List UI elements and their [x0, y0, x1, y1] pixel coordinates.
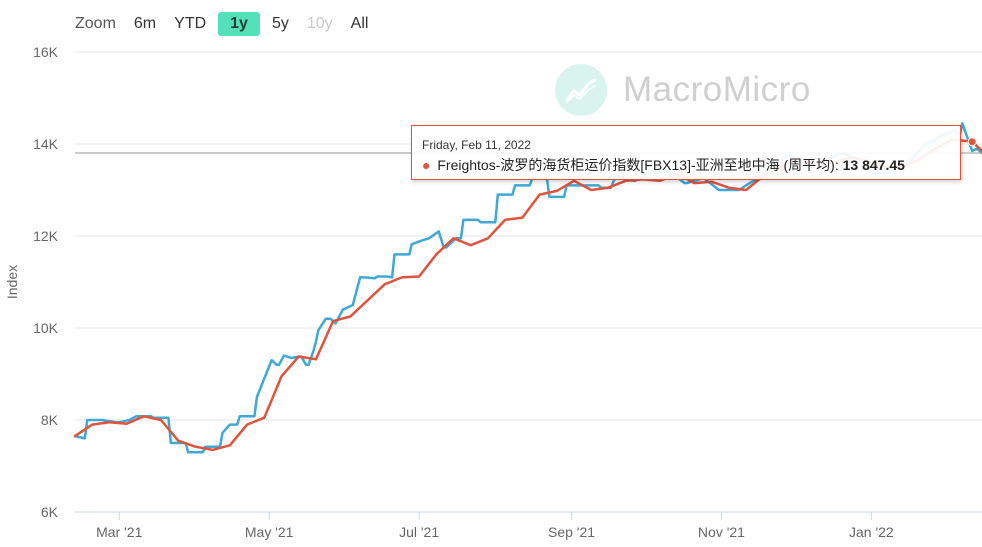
tooltip-value: 13 847.45 [842, 157, 905, 173]
series-marker-icon: ● [422, 157, 431, 173]
x-tick-label: Sep '21 [548, 524, 595, 540]
zoom-label: Zoom [75, 15, 116, 32]
zoom-all-button[interactable]: All [350, 15, 369, 32]
x-tick-label: Nov '21 [698, 524, 745, 540]
zoom-6m-button[interactable]: 6m [133, 15, 157, 32]
zoom-1y-button[interactable]: 1y [218, 12, 260, 36]
y-axis: 6K 8K 10K 12K 14K 16K [33, 44, 59, 520]
zoom-bar: Zoom 6m YTD 1y 5y 10y All [75, 10, 380, 38]
y-tick-label: 12K [33, 228, 59, 244]
y-tick-label: 10K [33, 320, 59, 336]
x-tick-label: Mar '21 [96, 524, 142, 540]
x-axis: Mar '21 May '21 Jul '21 Sep '21 Nov '21 Jan '… [75, 511, 982, 540]
x-tick-label: Jul '21 [399, 524, 439, 540]
tooltip-series-name: Freightos-波罗的海货柜运价指数[FBX13]-亚洲至地中海 (周平均)… [437, 157, 839, 173]
tooltip-date: Friday, Feb 11, 2022 [422, 138, 531, 152]
watermark: MacroMicro [555, 64, 811, 116]
zoom-ytd-button[interactable]: YTD [174, 15, 207, 32]
watermark-text: MacroMicro [623, 70, 811, 109]
y-tick-label: 6K [41, 504, 59, 520]
y-tick-label: 14K [33, 136, 59, 152]
y-tick-label: 8K [41, 412, 59, 428]
y-axis-label: Index [4, 265, 20, 299]
x-tick-label: May '21 [245, 524, 294, 540]
tooltip: Friday, Feb 11, 2022 ● Freightos-波罗的海货柜运… [411, 125, 961, 180]
grid-lines [75, 51, 982, 513]
macromicro-logo-icon [555, 64, 607, 116]
hover-point [967, 137, 977, 147]
tooltip-row: ● Freightos-波罗的海货柜运价指数[FBX13]-亚洲至地中海 (周平… [422, 155, 960, 175]
zoom-5y-button[interactable]: 5y [271, 15, 289, 32]
x-tick-label: Jan '22 [849, 524, 894, 540]
zoom-10y-button: 10y [306, 15, 333, 32]
y-tick-label: 16K [33, 44, 59, 60]
